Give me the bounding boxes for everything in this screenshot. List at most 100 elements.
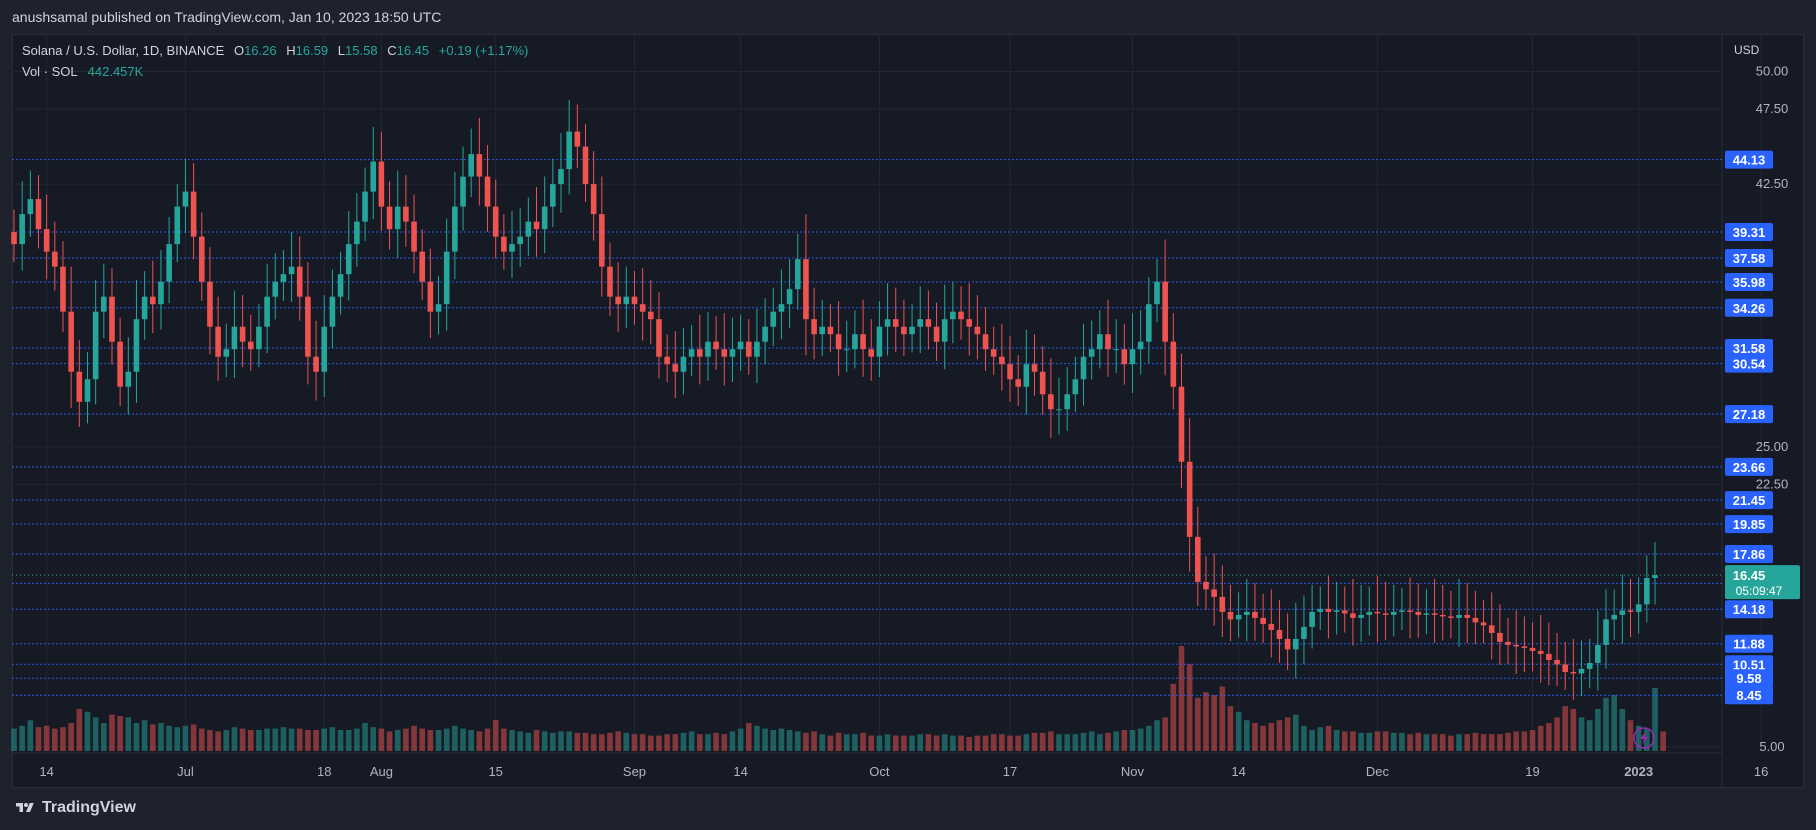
volume-bar (443, 728, 450, 751)
volume-bar (1023, 734, 1030, 751)
volume-bar (370, 727, 377, 751)
candle (1162, 281, 1168, 342)
level-price-label: 11.88 (1733, 637, 1765, 652)
level-price-label: 21.45 (1733, 493, 1766, 508)
volume-bar (272, 728, 279, 751)
lightning-icon[interactable] (1633, 727, 1655, 749)
candle (541, 206, 548, 230)
x-tick-label: 14 (733, 764, 747, 779)
candlestick-chart[interactable]: 5.00 22.50 25.00 42.50 47.50 50.00 44.13 39.31 3… (0, 0, 1816, 790)
tradingview-logo-icon (16, 803, 34, 812)
candle (11, 232, 17, 245)
volume-bar (1252, 723, 1258, 751)
volume-bar (1390, 732, 1397, 751)
volume-bar (721, 734, 728, 751)
candle (435, 304, 442, 312)
volume-bar (1080, 732, 1087, 751)
level-price-label: 19.85 (1733, 517, 1766, 532)
x-tick-label: 18 (317, 764, 331, 779)
volume-bar (109, 714, 115, 751)
volume-bar (1423, 734, 1430, 751)
volume-bar (1448, 735, 1454, 751)
candle (52, 251, 58, 267)
volume-bar (1154, 720, 1160, 751)
volume-bar (394, 730, 401, 751)
candle (819, 326, 826, 335)
candle (1088, 349, 1095, 357)
candle (264, 296, 270, 327)
volume-bar (1317, 727, 1324, 751)
candle (411, 221, 417, 252)
volume-bar (1121, 730, 1128, 751)
candle (599, 214, 605, 267)
candle (256, 326, 262, 350)
volume-bar (403, 728, 409, 751)
volume-label[interactable]: Vol · SOL (22, 64, 78, 79)
volume-bar (770, 730, 777, 751)
volume-bar (1105, 732, 1111, 751)
volume-bar (1325, 725, 1332, 751)
volume-bar (1497, 734, 1503, 751)
volume-legend: Vol · SOL 442.457K (22, 64, 143, 79)
candle (917, 319, 924, 327)
currency-label[interactable]: USD (1734, 43, 1760, 57)
volume-bar (1554, 717, 1560, 751)
candle (705, 341, 711, 357)
volume-bar (533, 730, 540, 751)
candle (468, 154, 474, 177)
change-value: +0.19 (+1.17%) (438, 43, 529, 58)
candle (76, 371, 83, 402)
candle (337, 274, 344, 297)
volume-bar (1660, 731, 1666, 751)
volume-bar (435, 730, 442, 751)
tradingview-footer[interactable]: TradingView (12, 799, 136, 817)
volume-bar (1146, 725, 1152, 751)
candle (452, 206, 458, 252)
candle (1374, 611, 1381, 614)
volume-bar (1480, 734, 1487, 751)
candle (141, 296, 148, 320)
candle (345, 244, 352, 275)
volume-bar (648, 735, 654, 751)
volume-bar (468, 730, 474, 751)
y-tick-label: 5.00 (1759, 739, 1784, 754)
volume-bar (664, 734, 670, 751)
candle (696, 349, 703, 357)
volume-bar (1178, 646, 1185, 751)
candle (1603, 619, 1609, 645)
candle (762, 326, 768, 342)
candle (843, 349, 850, 351)
volume-bar (680, 732, 687, 751)
candle (982, 334, 989, 350)
volume-bar (778, 728, 785, 751)
volume-bar (501, 728, 507, 751)
volume-bar (1488, 734, 1495, 751)
candle (305, 296, 311, 357)
volume-bar (1227, 706, 1234, 751)
candle (1235, 614, 1242, 620)
candle (84, 379, 91, 402)
volume-bar (639, 734, 646, 751)
candle (1505, 641, 1511, 645)
volume-bar (11, 728, 17, 751)
candle (288, 266, 295, 275)
candle (1546, 653, 1552, 660)
candle (1358, 614, 1364, 618)
candle (933, 326, 940, 342)
candle (1635, 604, 1642, 612)
candle (1407, 610, 1413, 612)
volume-bar (101, 723, 107, 751)
volume-bar (1529, 730, 1536, 751)
candle (1056, 409, 1062, 411)
candle (729, 349, 736, 357)
volume-bar (1341, 731, 1348, 751)
candle (925, 319, 932, 327)
candle (280, 274, 287, 282)
candle (166, 244, 172, 282)
symbol-title[interactable]: Solana / U.S. Dollar, 1D, BINANCE (22, 43, 225, 58)
candle (664, 356, 670, 365)
y-tick-label: 50.00 (1756, 64, 1789, 79)
candle (737, 341, 744, 350)
volume-bar (419, 728, 426, 751)
level-price-box (1725, 405, 1773, 424)
